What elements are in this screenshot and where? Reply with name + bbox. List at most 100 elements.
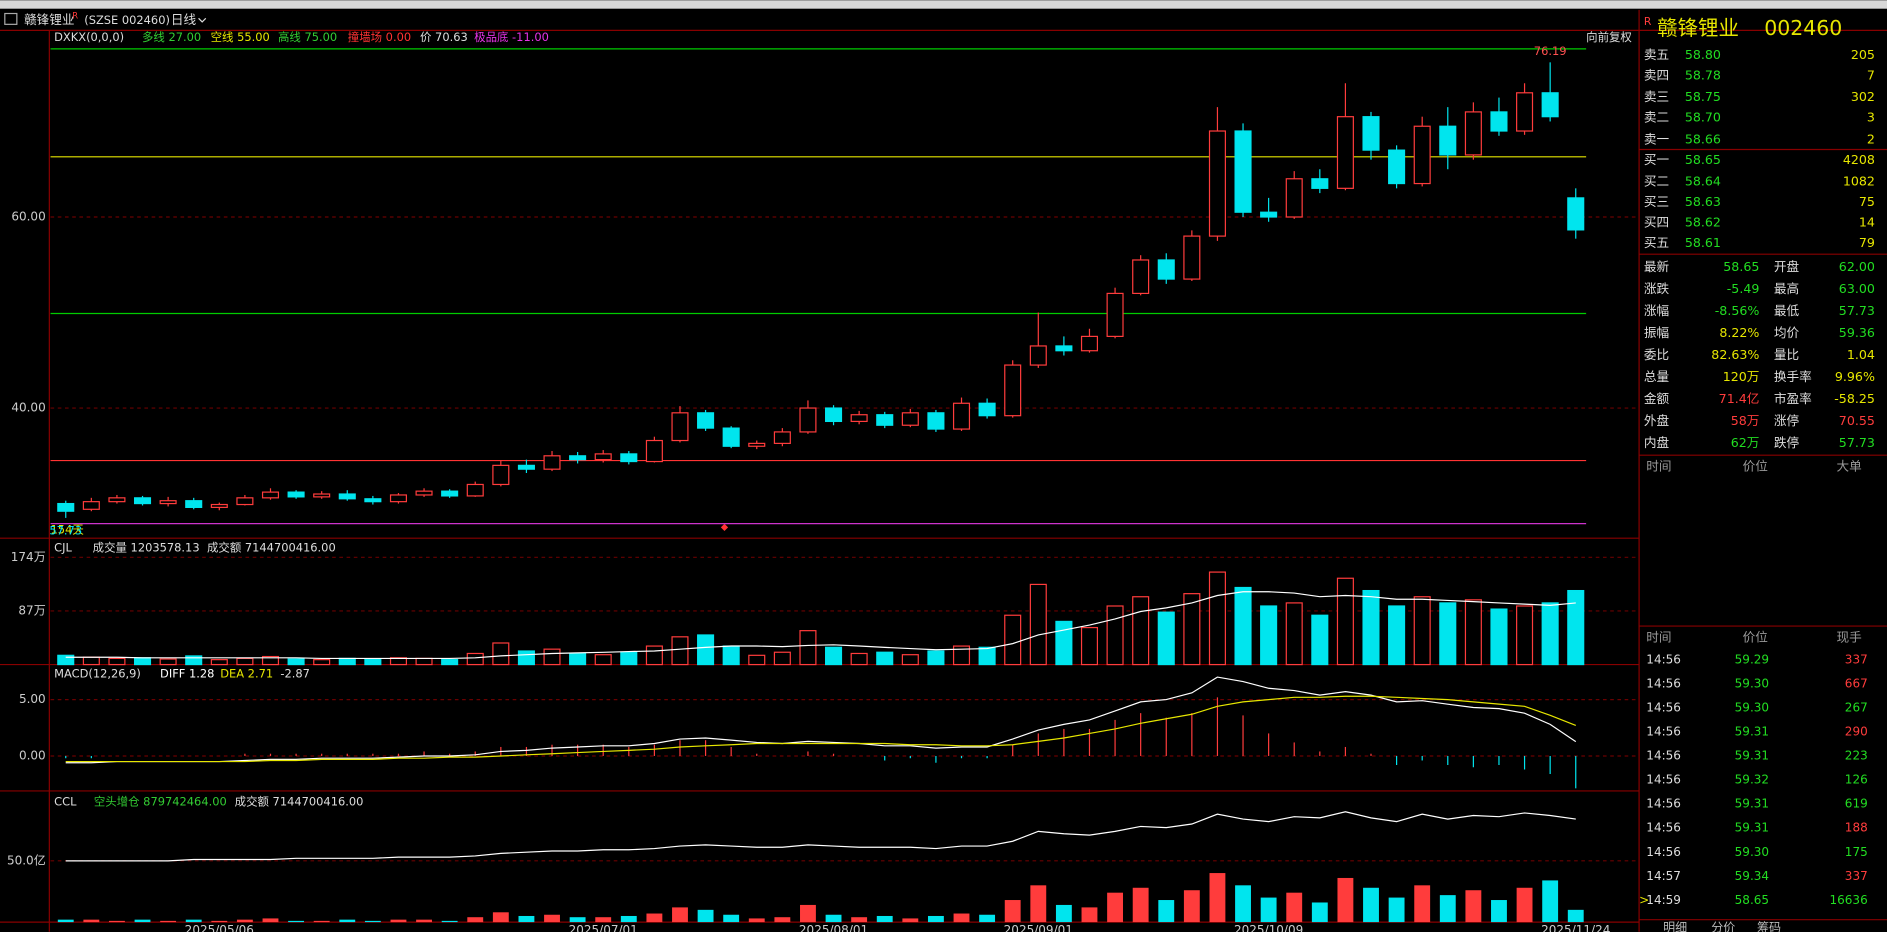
- column-header: 大单: [1836, 459, 1861, 474]
- book-label: 卖二: [1644, 110, 1669, 125]
- ccl-bar: [1132, 887, 1149, 923]
- ccl-bar: [83, 919, 100, 923]
- ccl-bar: [262, 918, 279, 923]
- volume-bar: [799, 630, 817, 666]
- volume-bar: [492, 642, 510, 666]
- ccl-bar: [134, 919, 151, 923]
- ccl-bar: [697, 909, 714, 923]
- x-tick-label: 2025/11/24: [1541, 923, 1610, 932]
- stat-label: 涨停: [1774, 413, 1799, 428]
- y-tick-label: 50.0亿: [7, 852, 46, 867]
- ccl-bar: [313, 920, 330, 923]
- stat-label: 涨跌: [1644, 281, 1670, 296]
- candle-body: [952, 402, 971, 430]
- candle-body: [671, 412, 689, 442]
- volume-bar: [338, 657, 356, 666]
- stock-code: (SZSE 002460): [84, 13, 170, 27]
- ccl-bar: [1337, 877, 1354, 923]
- ccl-bar: [1107, 892, 1124, 923]
- candle-body: [1362, 116, 1380, 151]
- volume-bar: [1055, 620, 1073, 666]
- ccl-bar: [927, 915, 944, 923]
- ccl-bar: [672, 907, 688, 923]
- stat-value: 82.63%: [1711, 347, 1759, 362]
- candle-body: [722, 427, 740, 447]
- candle-body: [1004, 364, 1022, 417]
- tab[interactable]: 筹码: [1757, 921, 1781, 932]
- stat-value: 70.55: [1839, 413, 1875, 428]
- adjust-mode[interactable]: 向前复权: [1586, 30, 1632, 44]
- diff-line: [65, 676, 1577, 764]
- volume-bar: [748, 654, 766, 666]
- tick-volume: 223: [1845, 749, 1868, 763]
- volume-bar: [313, 659, 331, 666]
- days-label: 154天: [51, 522, 85, 536]
- stat-value: 71.4亿: [1719, 391, 1760, 406]
- tick-time: 14:56: [1646, 652, 1681, 666]
- volume-bar: [1567, 589, 1585, 666]
- ccl-bar: [441, 920, 458, 923]
- tick-time: 14:56: [1646, 797, 1681, 811]
- ccl-bar: [1542, 880, 1559, 923]
- max-label: 76.19: [1534, 44, 1567, 58]
- stat-label: 涨幅: [1644, 303, 1669, 318]
- indicator-value: 成交额 7144700416.00: [235, 794, 364, 808]
- volume-bar: [1490, 608, 1508, 666]
- ccl-bar: [953, 913, 970, 923]
- tick-volume: 337: [1845, 652, 1868, 666]
- volume-bar: [620, 651, 638, 666]
- candle-body: [1260, 211, 1278, 218]
- ccl-bar: [595, 917, 612, 923]
- ccl-bar: [544, 914, 560, 923]
- ccl-line: [65, 811, 1576, 862]
- ccl-bar: [825, 914, 842, 923]
- volume-bar: [697, 634, 715, 666]
- stat-value: 59.36: [1839, 325, 1875, 340]
- stat-value: 62.00: [1839, 259, 1875, 274]
- stat-label: 振幅: [1644, 325, 1669, 340]
- book-price: 58.80: [1685, 47, 1721, 62]
- stat-value: 58.65: [1723, 259, 1759, 274]
- volume-bar: [850, 652, 868, 666]
- volume-bar: [210, 659, 228, 666]
- candle-body: [1439, 125, 1457, 156]
- ccl-bar: [1158, 900, 1175, 923]
- y-tick-label: 0.00: [19, 748, 46, 762]
- candle-body: [415, 490, 433, 496]
- book-price: 58.75: [1685, 89, 1721, 104]
- event-marker[interactable]: [720, 523, 729, 531]
- stat-value: -5.49: [1727, 281, 1760, 296]
- tick-price: 59.30: [1735, 700, 1769, 714]
- menu-icon[interactable]: [4, 12, 18, 25]
- candle-body: [82, 501, 100, 510]
- candle-body: [773, 431, 791, 444]
- volume-bar: [1439, 602, 1457, 666]
- candle-body: [1157, 259, 1175, 280]
- book-label: 买一: [1644, 152, 1670, 167]
- tick-volume: 667: [1845, 676, 1868, 690]
- stat-label: 外盘: [1644, 413, 1670, 428]
- ccl-bar: [1260, 897, 1277, 923]
- candle-body: [594, 453, 612, 461]
- tab[interactable]: 分价: [1711, 921, 1735, 932]
- volume-bar: [978, 646, 996, 666]
- tab[interactable]: 明细: [1663, 921, 1687, 932]
- indicator-legend: 价 70.63: [420, 30, 468, 44]
- ccl-bar: [1516, 887, 1533, 923]
- candle-body: [236, 497, 254, 506]
- ccl-bar: [518, 915, 535, 923]
- volume-bar: [287, 658, 305, 666]
- book-volume: 79: [1859, 235, 1875, 250]
- volume-bar: [1362, 589, 1380, 666]
- candle-body: [876, 414, 894, 426]
- candle-body: [1413, 125, 1431, 185]
- period-selector[interactable]: 日线: [171, 12, 197, 27]
- stat-value: 120万: [1723, 369, 1760, 384]
- column-header: 时间: [1646, 630, 1671, 645]
- ccl-bar: [774, 917, 791, 923]
- candle-body: [1055, 345, 1073, 352]
- book-volume: 7: [1867, 68, 1875, 83]
- book-price: 58.62: [1685, 214, 1721, 229]
- ccl-bar: [160, 920, 177, 923]
